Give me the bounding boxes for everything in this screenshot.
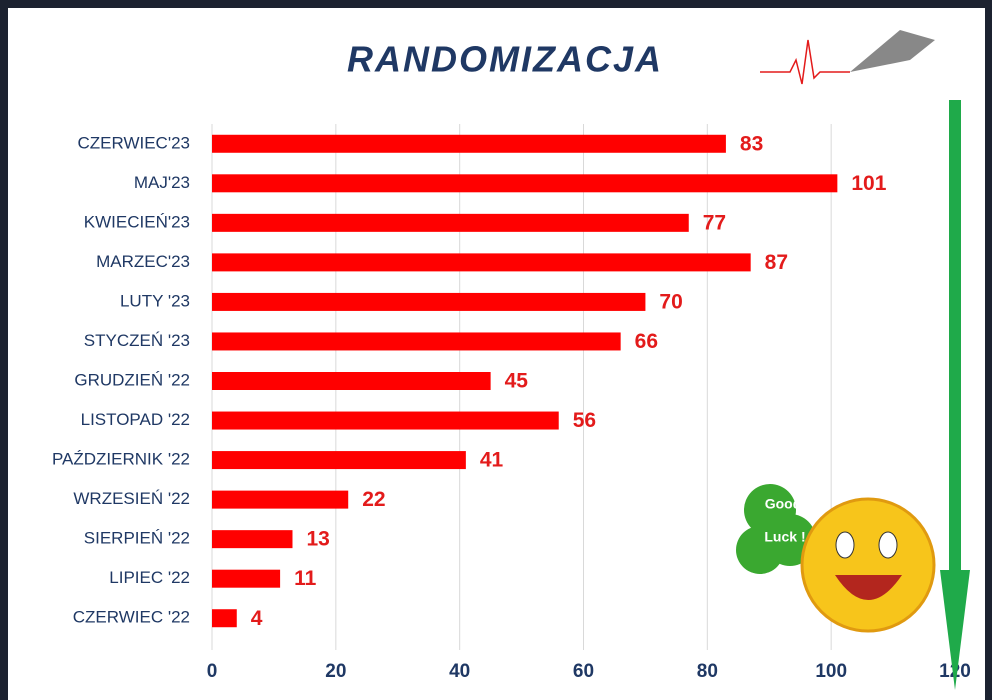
value-label: 77 [703,211,726,234]
bar [212,135,726,153]
smiley-eye [879,532,897,558]
y-tick-label: PAŹDZIERNIK '22 [52,450,190,469]
value-label: 66 [635,330,658,353]
value-label: 4 [251,607,263,630]
x-tick-label: 40 [449,661,470,682]
value-label: 83 [740,132,763,155]
y-tick-label: SIERPIEŃ '22 [84,529,190,548]
x-tick-label: 0 [207,661,218,682]
chart-title: RANDOMIZACJA [347,39,663,80]
value-label: 70 [659,290,682,313]
annotation: Good [765,496,802,512]
y-tick-label: WRZESIEŃ '22 [73,489,190,508]
value-label: 56 [573,409,596,432]
bar [212,491,348,509]
chart: RANDOMIZACJA 020406080100120CZERWIEC'238… [0,0,992,700]
bar [212,412,559,430]
bar [212,332,621,350]
y-tick-label: STYCZEŃ '23 [84,331,190,350]
value-label: 101 [851,172,886,195]
y-tick-label: MAJ'23 [134,173,190,192]
y-tick-label: CZERWIEC'23 [77,133,190,152]
y-tick-label: LUTY '23 [120,291,190,310]
value-label: 11 [294,567,317,590]
y-tick-label: LISTOPAD '22 [81,410,190,429]
value-label: 87 [765,251,788,274]
y-tick-label: GRUDZIEŃ '22 [74,370,190,389]
y-tick-label: MARZEC'23 [96,252,190,271]
y-tick-label: KWIECIEŃ'23 [84,212,190,231]
bar [212,214,689,232]
x-tick-label: 20 [325,661,346,682]
annotation: Luck ! [764,529,805,545]
value-label: 45 [505,370,529,393]
x-tick-label: 80 [697,661,718,682]
smiley-face [802,499,934,631]
bar [212,451,466,469]
x-tick-label: 100 [815,661,847,682]
value-label: 13 [306,528,329,551]
bar [212,253,751,271]
y-tick-label: LIPIEC '22 [109,568,190,587]
bar [212,570,280,588]
y-tick-label: CZERWIEC '22 [73,608,190,627]
bar [212,293,645,311]
bar [212,174,837,192]
value-label: 22 [362,488,385,511]
bar [212,372,491,390]
smiley-eye [836,532,854,558]
x-tick-label: 60 [573,661,594,682]
bar [212,609,237,627]
value-label: 41 [480,449,504,472]
bar [212,530,292,548]
